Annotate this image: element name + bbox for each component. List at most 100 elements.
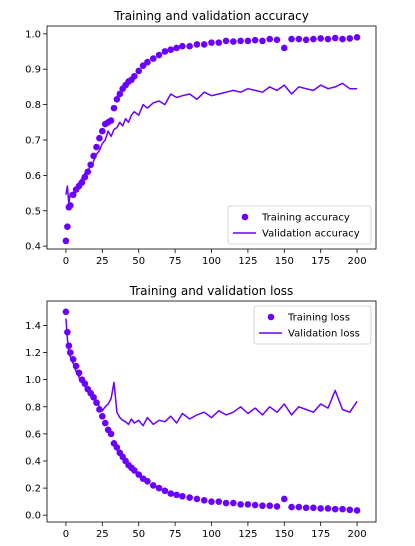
chart-1-training-point <box>324 505 332 512</box>
chart-0-training-point <box>222 37 230 45</box>
chart-1-training-point <box>288 503 295 511</box>
chart-1-y-tick-label: 0.0 <box>25 511 41 522</box>
chart-0-y-tick-label: 1.0 <box>25 29 41 40</box>
chart-0-training-point <box>139 62 147 69</box>
chart-1-x-tick-label: 125 <box>238 529 257 540</box>
chart-1-training-point <box>222 499 230 507</box>
chart-1-training-point <box>302 504 310 512</box>
chart-0-legend-label: Training accuracy <box>261 213 350 224</box>
chart-0-x-tick-label: 75 <box>169 256 182 267</box>
chart-1-training-point <box>200 497 208 504</box>
chart-0-training-point <box>149 55 157 62</box>
chart-1-training-point <box>144 478 151 485</box>
chart-1-legend <box>253 305 372 345</box>
chart-1-training-point <box>186 494 193 501</box>
chart-1-x-tick-label: 100 <box>202 529 221 540</box>
chart-0-training-point <box>208 39 215 46</box>
chart-1-training-point <box>179 492 186 500</box>
chart-0-x-tick-label: 25 <box>96 256 109 267</box>
chart-0-training-point <box>237 37 244 45</box>
chart-0-training-point <box>131 72 138 80</box>
chart-1-x-tick-label: 200 <box>348 529 367 540</box>
chart-1-training-point <box>266 502 274 510</box>
chart-1-y-tick-label: 0.4 <box>25 456 41 467</box>
chart-1-training-point <box>101 419 109 427</box>
chart-0-x-tick-label: 100 <box>202 256 221 267</box>
chart-0-training-point <box>179 42 186 50</box>
chart-0-training-point <box>173 44 180 52</box>
chart-1-training-point <box>237 501 244 508</box>
chart-1-axes-frame <box>46 300 377 523</box>
chart-0-training-point <box>273 36 281 44</box>
chart-0-training-point <box>339 35 346 43</box>
chart-0-training-point <box>310 35 317 43</box>
chart-1-training-point <box>173 491 180 499</box>
chart-1-training-point <box>251 501 259 509</box>
chart-0-training-point <box>110 104 118 112</box>
chart-0-training-point <box>193 41 201 48</box>
chart-0-training-point <box>280 44 288 52</box>
chart-0-training-point <box>167 46 175 54</box>
chart-0-x-tick-label: 125 <box>238 256 257 267</box>
chart-0-training-point <box>317 35 324 42</box>
chart-1-training-point <box>317 505 324 512</box>
chart-0-training-point <box>324 35 332 43</box>
chart-0-training-point <box>331 34 339 42</box>
chart-1-x-tick-label: 50 <box>132 529 145 540</box>
chart-1-training-point <box>310 504 317 512</box>
chart-0-training-point <box>66 202 74 209</box>
chart-1-training-point <box>295 503 303 511</box>
chart-0-training-point <box>346 35 354 42</box>
chart-0-training-point <box>295 35 303 43</box>
chart-1-legend-label: Validation loss <box>288 329 360 340</box>
chart-1-legend-marker-scatter <box>267 313 275 321</box>
chart-0-training-point <box>288 35 295 43</box>
chart-0-validation-line <box>65 82 358 205</box>
chart-1-y-tick-label: 0.8 <box>25 402 41 413</box>
chart-1-training-point <box>149 482 157 489</box>
chart-0-title: Training and validation accuracy <box>113 9 309 23</box>
chart-1-training-point <box>244 501 252 508</box>
chart-1-validation-line <box>65 318 358 427</box>
chart-0-training-point <box>244 37 252 45</box>
chart-0-training-point <box>144 58 151 66</box>
chart-0-training-point <box>135 67 143 75</box>
chart-0-y-tick-label: 0.5 <box>25 206 41 217</box>
chart-0-training-point <box>64 223 71 230</box>
chart-1-y-tick-label: 0.2 <box>25 484 41 495</box>
chart-1-training-point <box>280 495 288 503</box>
chart-1-x-tick-label: 0 <box>63 529 69 540</box>
chart-1-training-point <box>259 502 266 510</box>
chart-0-training-point <box>353 34 361 41</box>
chart-0-training-point <box>107 117 115 124</box>
chart-0-training-point <box>113 95 121 103</box>
chart-0-y-tick-label: 0.6 <box>25 171 41 182</box>
chart-0-y-tick-label: 0.9 <box>25 65 41 76</box>
chart-1-x-tick-label: 175 <box>311 529 330 540</box>
chart-0-axes-frame <box>46 25 377 250</box>
chart-0-x-tick-label: 175 <box>311 256 330 267</box>
chart-1-training-point <box>155 484 163 492</box>
chart-0-training-point <box>96 134 103 142</box>
chart-1-y-tick-label: 1.2 <box>25 348 41 359</box>
chart-0-training-point <box>186 42 193 50</box>
chart-1-training-point <box>193 495 201 503</box>
chart-0-training-point <box>155 51 163 59</box>
chart-0-y-tick-label: 0.4 <box>25 242 41 253</box>
chart-0-training-point <box>93 143 100 151</box>
chart-0-training-point <box>251 36 259 44</box>
chart-0-training-point <box>230 38 237 45</box>
chart-0-legend <box>227 205 372 245</box>
chart-1-training-point <box>113 444 121 451</box>
chart-0-x-tick-label: 50 <box>132 256 145 267</box>
chart-1-y-tick-label: 1.0 <box>25 375 41 386</box>
chart-0-training-point <box>161 48 169 55</box>
chart-0-y-tick-label: 0.7 <box>25 135 41 146</box>
chart-0-training-point <box>215 39 223 46</box>
chart-0-training-point <box>116 90 124 98</box>
chart-0-training-point <box>266 35 274 43</box>
chart-1-training-point <box>107 430 115 438</box>
chart-1-x-tick-label: 25 <box>96 529 109 540</box>
chart-0-training-point <box>84 168 92 176</box>
chart-0-training-point <box>62 237 70 245</box>
